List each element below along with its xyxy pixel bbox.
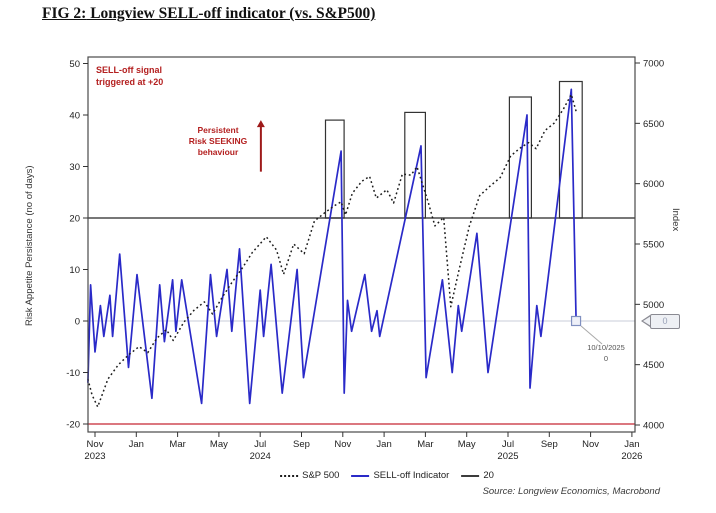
x-axis-month-label: Sep	[541, 439, 558, 450]
legend-label-threshold-20: 20	[483, 470, 494, 481]
x-axis-year-label: 2023	[84, 451, 105, 462]
figure-title: FIG 2: Longview SELL-off indicator (vs. …	[42, 5, 375, 23]
x-axis-month-label: Sep	[293, 439, 310, 450]
figure-number: FIG 2:	[42, 5, 87, 22]
legend-item-sp500: S&P 500	[280, 470, 339, 481]
right-axis-tick-label: 7000	[643, 59, 664, 70]
sp500-line-swatch-icon	[280, 474, 299, 477]
right-axis-tick-label: 5000	[643, 300, 664, 311]
risk-seeking-arrow-head	[256, 120, 265, 128]
s-p-500-series-line	[87, 93, 577, 408]
x-axis-month-label: Jan	[129, 439, 144, 450]
x-axis-month-label: Nov	[334, 439, 351, 450]
chart-legend: S&P 500 SELL-off Indicator 20	[280, 470, 494, 481]
x-axis-month-label: Jul	[254, 439, 266, 450]
right-axis-title: Index	[670, 208, 681, 232]
figure-title-text: Longview SELL-off indicator (vs. S&P500)	[86, 5, 376, 22]
x-axis-month-label: Jul	[502, 439, 514, 450]
threshold-line-swatch-icon	[461, 474, 480, 477]
signal-box-2	[404, 111, 426, 219]
x-axis-month-label: May	[210, 439, 228, 450]
right-axis-tick-label: 6500	[643, 119, 664, 130]
left-axis-title: Risk Appetite Persistance (no of days)	[24, 165, 35, 326]
right-axis-tick-label: 5500	[643, 240, 664, 251]
sell-off-indicator-series-line	[87, 88, 577, 405]
signal-box-1	[324, 119, 345, 219]
x-axis-month-label: Jan	[624, 439, 639, 450]
signal-box-4	[558, 80, 583, 219]
left-axis-tick-label: 0	[75, 317, 80, 328]
annotation-sell-off-signal: SELL-off signal triggered at +20	[96, 65, 164, 87]
signal-box-3	[508, 96, 532, 219]
source-credit: Source: Longview Economics, Macrobond	[482, 486, 660, 497]
end-marker-callout-line	[580, 325, 603, 345]
x-axis-year-label: 2026	[621, 451, 642, 462]
left-axis-tick-label: 50	[69, 59, 80, 70]
x-axis-month-label: Nov	[582, 439, 599, 450]
legend-label-selloff-indicator: SELL-off Indicator	[373, 470, 450, 481]
value-badge-notch-fill	[643, 316, 651, 326]
current-value-badge: 0	[650, 314, 680, 329]
x-axis-year-label: 2024	[250, 451, 271, 462]
selloff-line-swatch-icon	[351, 474, 370, 477]
x-axis-year-label: 2025	[497, 451, 518, 462]
left-axis-tick-label: 30	[69, 162, 80, 173]
left-axis-tick-label: 20	[69, 214, 80, 225]
right-axis-tick-label: 4000	[643, 421, 664, 432]
left-axis-tick-label: 40	[69, 111, 80, 122]
legend-item-threshold-20: 20	[461, 470, 494, 481]
left-axis-tick-label: -20	[66, 420, 80, 431]
right-axis-tick-label: 6000	[643, 179, 664, 190]
left-axis-tick-label: 10	[69, 265, 80, 276]
x-axis-month-label: Mar	[417, 439, 433, 450]
end-marker-square	[570, 315, 582, 327]
x-axis-month-label: Jan	[376, 439, 391, 450]
x-axis-month-label: Mar	[169, 439, 185, 450]
annotation-persistent-risk-seeking: Persistent Risk SEEKING behaviour	[188, 125, 248, 158]
legend-label-sp500: S&P 500	[302, 470, 340, 481]
x-axis-month-label: Nov	[87, 439, 104, 450]
x-axis-month-label: May	[458, 439, 476, 450]
legend-item-selloff-indicator: SELL-off Indicator	[351, 470, 449, 481]
right-axis-tick-label: 4500	[643, 360, 664, 371]
left-axis-tick-label: -10	[66, 368, 80, 379]
end-marker-label: 10/10/2025 0	[587, 343, 625, 363]
